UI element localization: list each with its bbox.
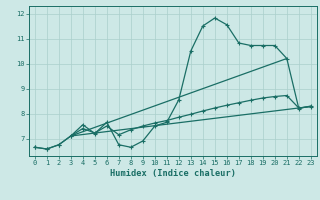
X-axis label: Humidex (Indice chaleur): Humidex (Indice chaleur) bbox=[110, 169, 236, 178]
